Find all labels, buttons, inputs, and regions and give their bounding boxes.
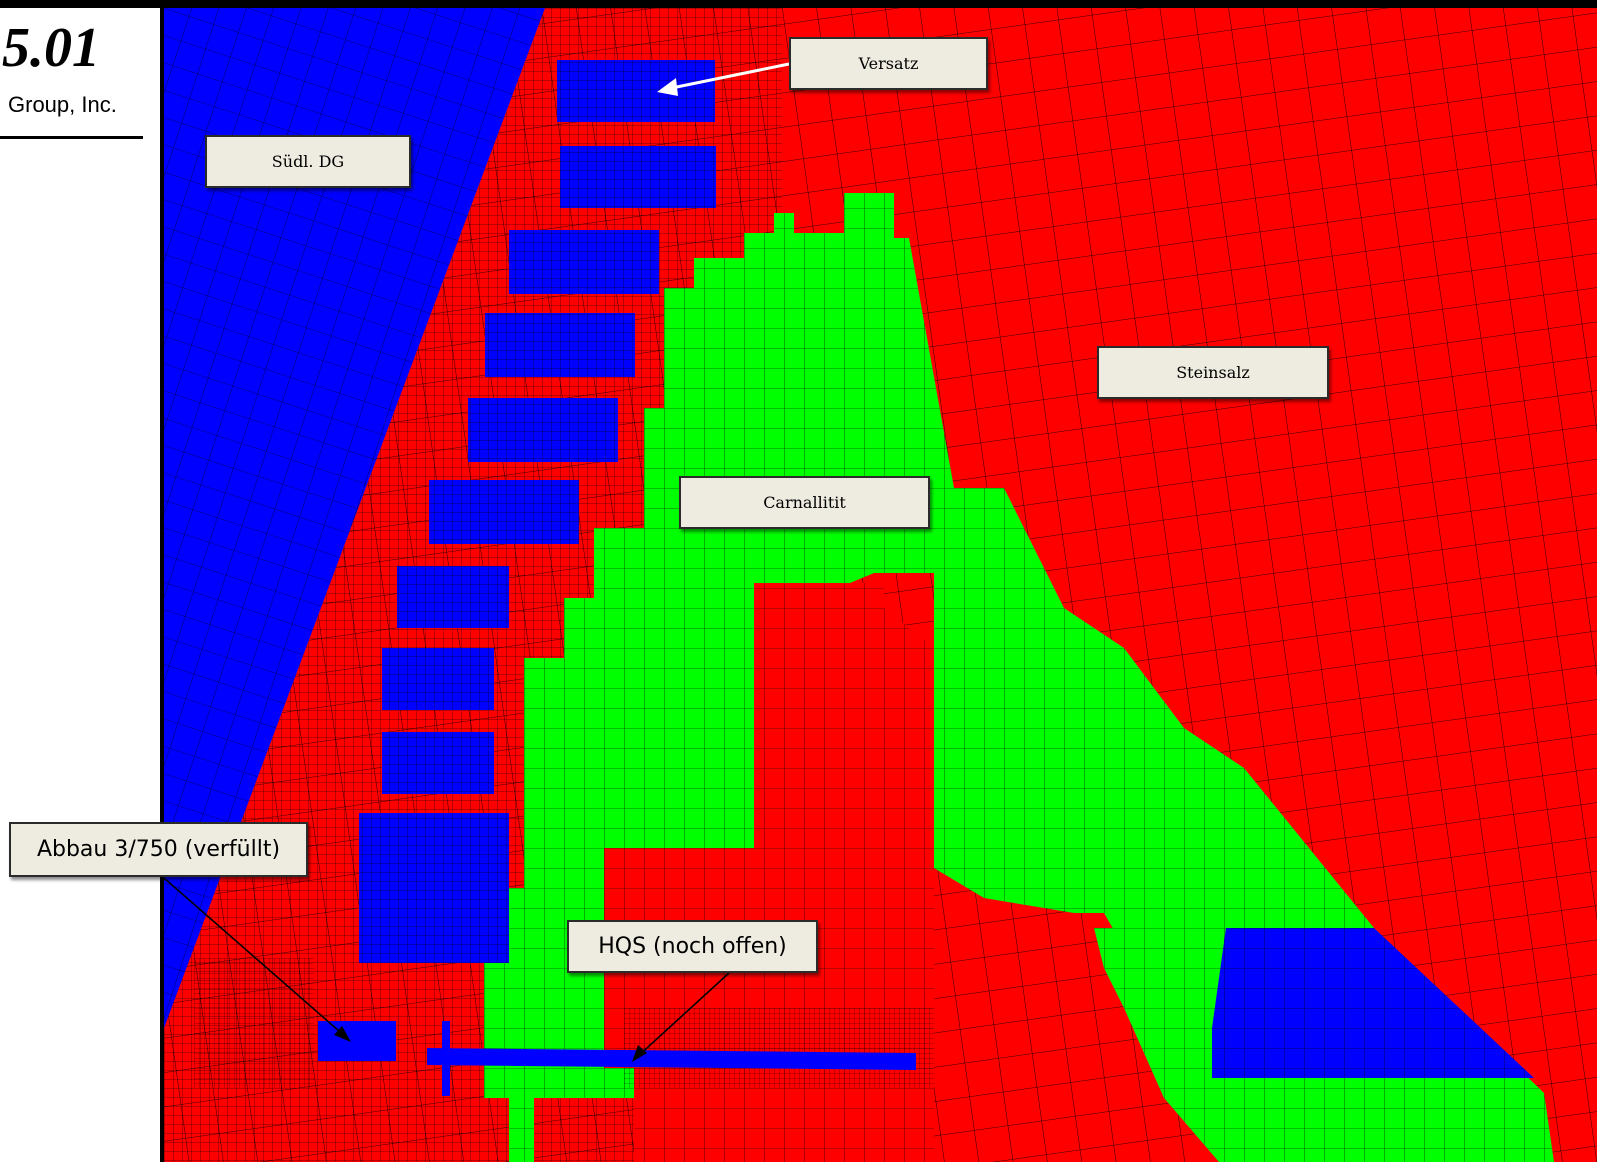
label-hqs: HQS (noch offen) [567,920,818,973]
logo-version: 5.01 [2,17,100,79]
label-carnallitit: Carnallitit [679,476,930,529]
label-abbau: Abbau 3/750 (verfüllt) [9,822,308,877]
frame-left-border [160,8,164,1162]
top-border [0,0,1597,8]
logo-rule [0,136,143,139]
mesh-view [164,8,1597,1162]
label-suedl-dg: Südl. DG [205,135,411,188]
logo-panel: 5.01 Group, Inc. [0,8,160,1162]
logo-company: Group, Inc. [8,92,117,117]
region-versatz-chambers-mesh [359,60,1534,1078]
label-steinsalz: Steinsalz [1097,346,1329,399]
annotation-arrows [164,62,790,1062]
label-versatz: Versatz [789,37,988,90]
